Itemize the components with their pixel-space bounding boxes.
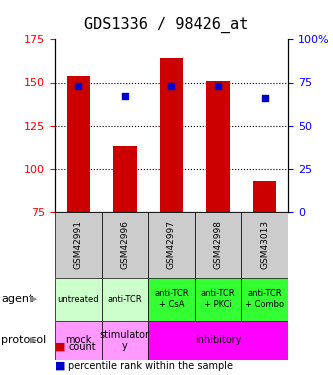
Bar xyxy=(55,321,102,360)
Text: agent: agent xyxy=(1,294,33,304)
Bar xyxy=(253,181,276,212)
Text: ■: ■ xyxy=(55,361,66,370)
Text: mock: mock xyxy=(65,335,92,345)
Bar xyxy=(148,212,195,278)
Text: GSM42997: GSM42997 xyxy=(167,220,176,269)
Bar xyxy=(55,212,102,278)
Bar xyxy=(102,212,148,278)
Text: anti-TCR: anti-TCR xyxy=(108,295,142,304)
Text: stimulator
y: stimulator y xyxy=(100,330,150,351)
Bar xyxy=(148,321,288,360)
Point xyxy=(169,83,174,89)
Bar xyxy=(102,321,148,360)
Text: GSM42996: GSM42996 xyxy=(120,220,130,269)
Bar xyxy=(55,278,102,321)
Point xyxy=(122,93,128,99)
Point xyxy=(76,83,81,89)
Text: anti-TCR
+ Combo: anti-TCR + Combo xyxy=(245,290,284,309)
Bar xyxy=(241,278,288,321)
Point xyxy=(215,83,221,89)
Bar xyxy=(160,58,183,212)
Bar xyxy=(113,146,137,212)
Text: GDS1336 / 98426_at: GDS1336 / 98426_at xyxy=(84,17,249,33)
Text: GSM42998: GSM42998 xyxy=(213,220,223,269)
Text: inhibitory: inhibitory xyxy=(195,335,241,345)
Text: percentile rank within the sample: percentile rank within the sample xyxy=(68,361,233,370)
Text: GSM43013: GSM43013 xyxy=(260,220,269,269)
Bar xyxy=(195,212,241,278)
Text: count: count xyxy=(68,342,96,352)
Text: anti-TCR
+ PKCi: anti-TCR + PKCi xyxy=(201,290,235,309)
Bar xyxy=(67,76,90,212)
Bar xyxy=(148,278,195,321)
Bar xyxy=(102,278,148,321)
Text: untreated: untreated xyxy=(57,295,99,304)
Text: GSM42991: GSM42991 xyxy=(74,220,83,269)
Point xyxy=(262,95,267,101)
Text: anti-TCR
+ CsA: anti-TCR + CsA xyxy=(154,290,189,309)
Text: ■: ■ xyxy=(55,342,66,352)
Text: protocol: protocol xyxy=(1,335,46,345)
Bar xyxy=(206,81,230,212)
Bar xyxy=(195,278,241,321)
Bar xyxy=(241,212,288,278)
